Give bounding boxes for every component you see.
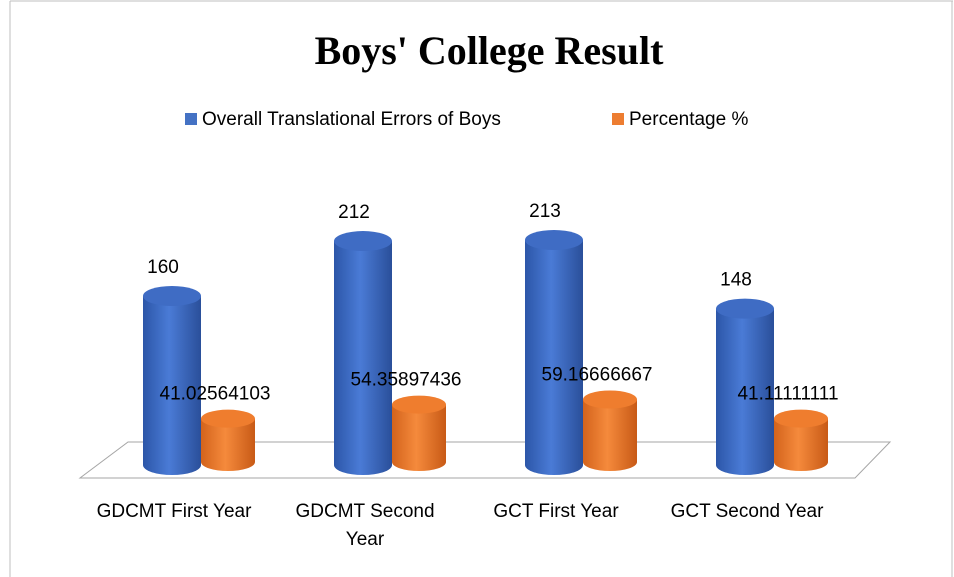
- bar-top: [392, 395, 446, 414]
- data-label: 212: [338, 202, 370, 223]
- data-label: 41.11111111: [737, 384, 838, 405]
- legend-label: Percentage %: [629, 109, 748, 130]
- bar-top: [143, 285, 201, 306]
- x-tick-label: GDCMT Second Year: [295, 501, 435, 550]
- bar-top: [774, 409, 828, 428]
- data-label: 59.16666667: [542, 365, 653, 386]
- bar-top: [334, 231, 392, 252]
- bar-body: [716, 308, 774, 475]
- bar-body: [143, 295, 201, 475]
- data-label: 160: [147, 257, 179, 278]
- x-tick-label: GCT Second Year: [670, 501, 824, 522]
- bar-body: [201, 418, 255, 471]
- legend-swatch: [612, 113, 624, 125]
- data-label: 41.02564103: [160, 384, 271, 405]
- chart-title: Boys' College Result: [315, 28, 665, 73]
- floor: [78, 441, 892, 479]
- bar-body: [334, 241, 392, 475]
- bar-top: [525, 230, 583, 250]
- data-label: 213: [529, 201, 561, 222]
- x-tick-label: GCT First Year: [493, 501, 619, 522]
- data-label: 148: [720, 270, 752, 291]
- x-tick-label: GDCMT First Year: [96, 501, 252, 522]
- bar-top: [583, 390, 637, 409]
- bar-body: [392, 404, 446, 471]
- bar-top: [201, 409, 255, 428]
- bar-body: [525, 240, 583, 475]
- data-label: 54.35897436: [351, 370, 462, 391]
- bar-top: [716, 298, 774, 319]
- legend-swatch: [185, 113, 197, 125]
- bar-body: [774, 418, 828, 471]
- legend-label: Overall Translational Errors of Boys: [202, 109, 501, 130]
- bar-body: [583, 399, 637, 471]
